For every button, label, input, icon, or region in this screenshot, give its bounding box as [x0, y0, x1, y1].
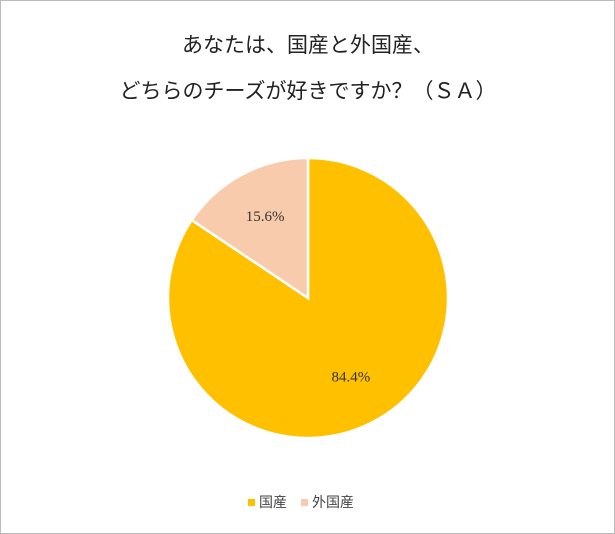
legend-label: 国産: [259, 495, 287, 511]
pie-slice: [189, 156, 310, 301]
data-label: 15.6%: [246, 209, 285, 225]
legend-swatch: [301, 499, 308, 506]
legend-swatch: [248, 499, 255, 506]
chart-title: どちらのチーズが好きですか？（ＳＡ）: [120, 79, 497, 103]
data-label: 84.4%: [331, 370, 370, 386]
legend-label: 外国産: [312, 495, 354, 511]
chart-title: あなたは、国産と外国産、: [182, 33, 434, 57]
